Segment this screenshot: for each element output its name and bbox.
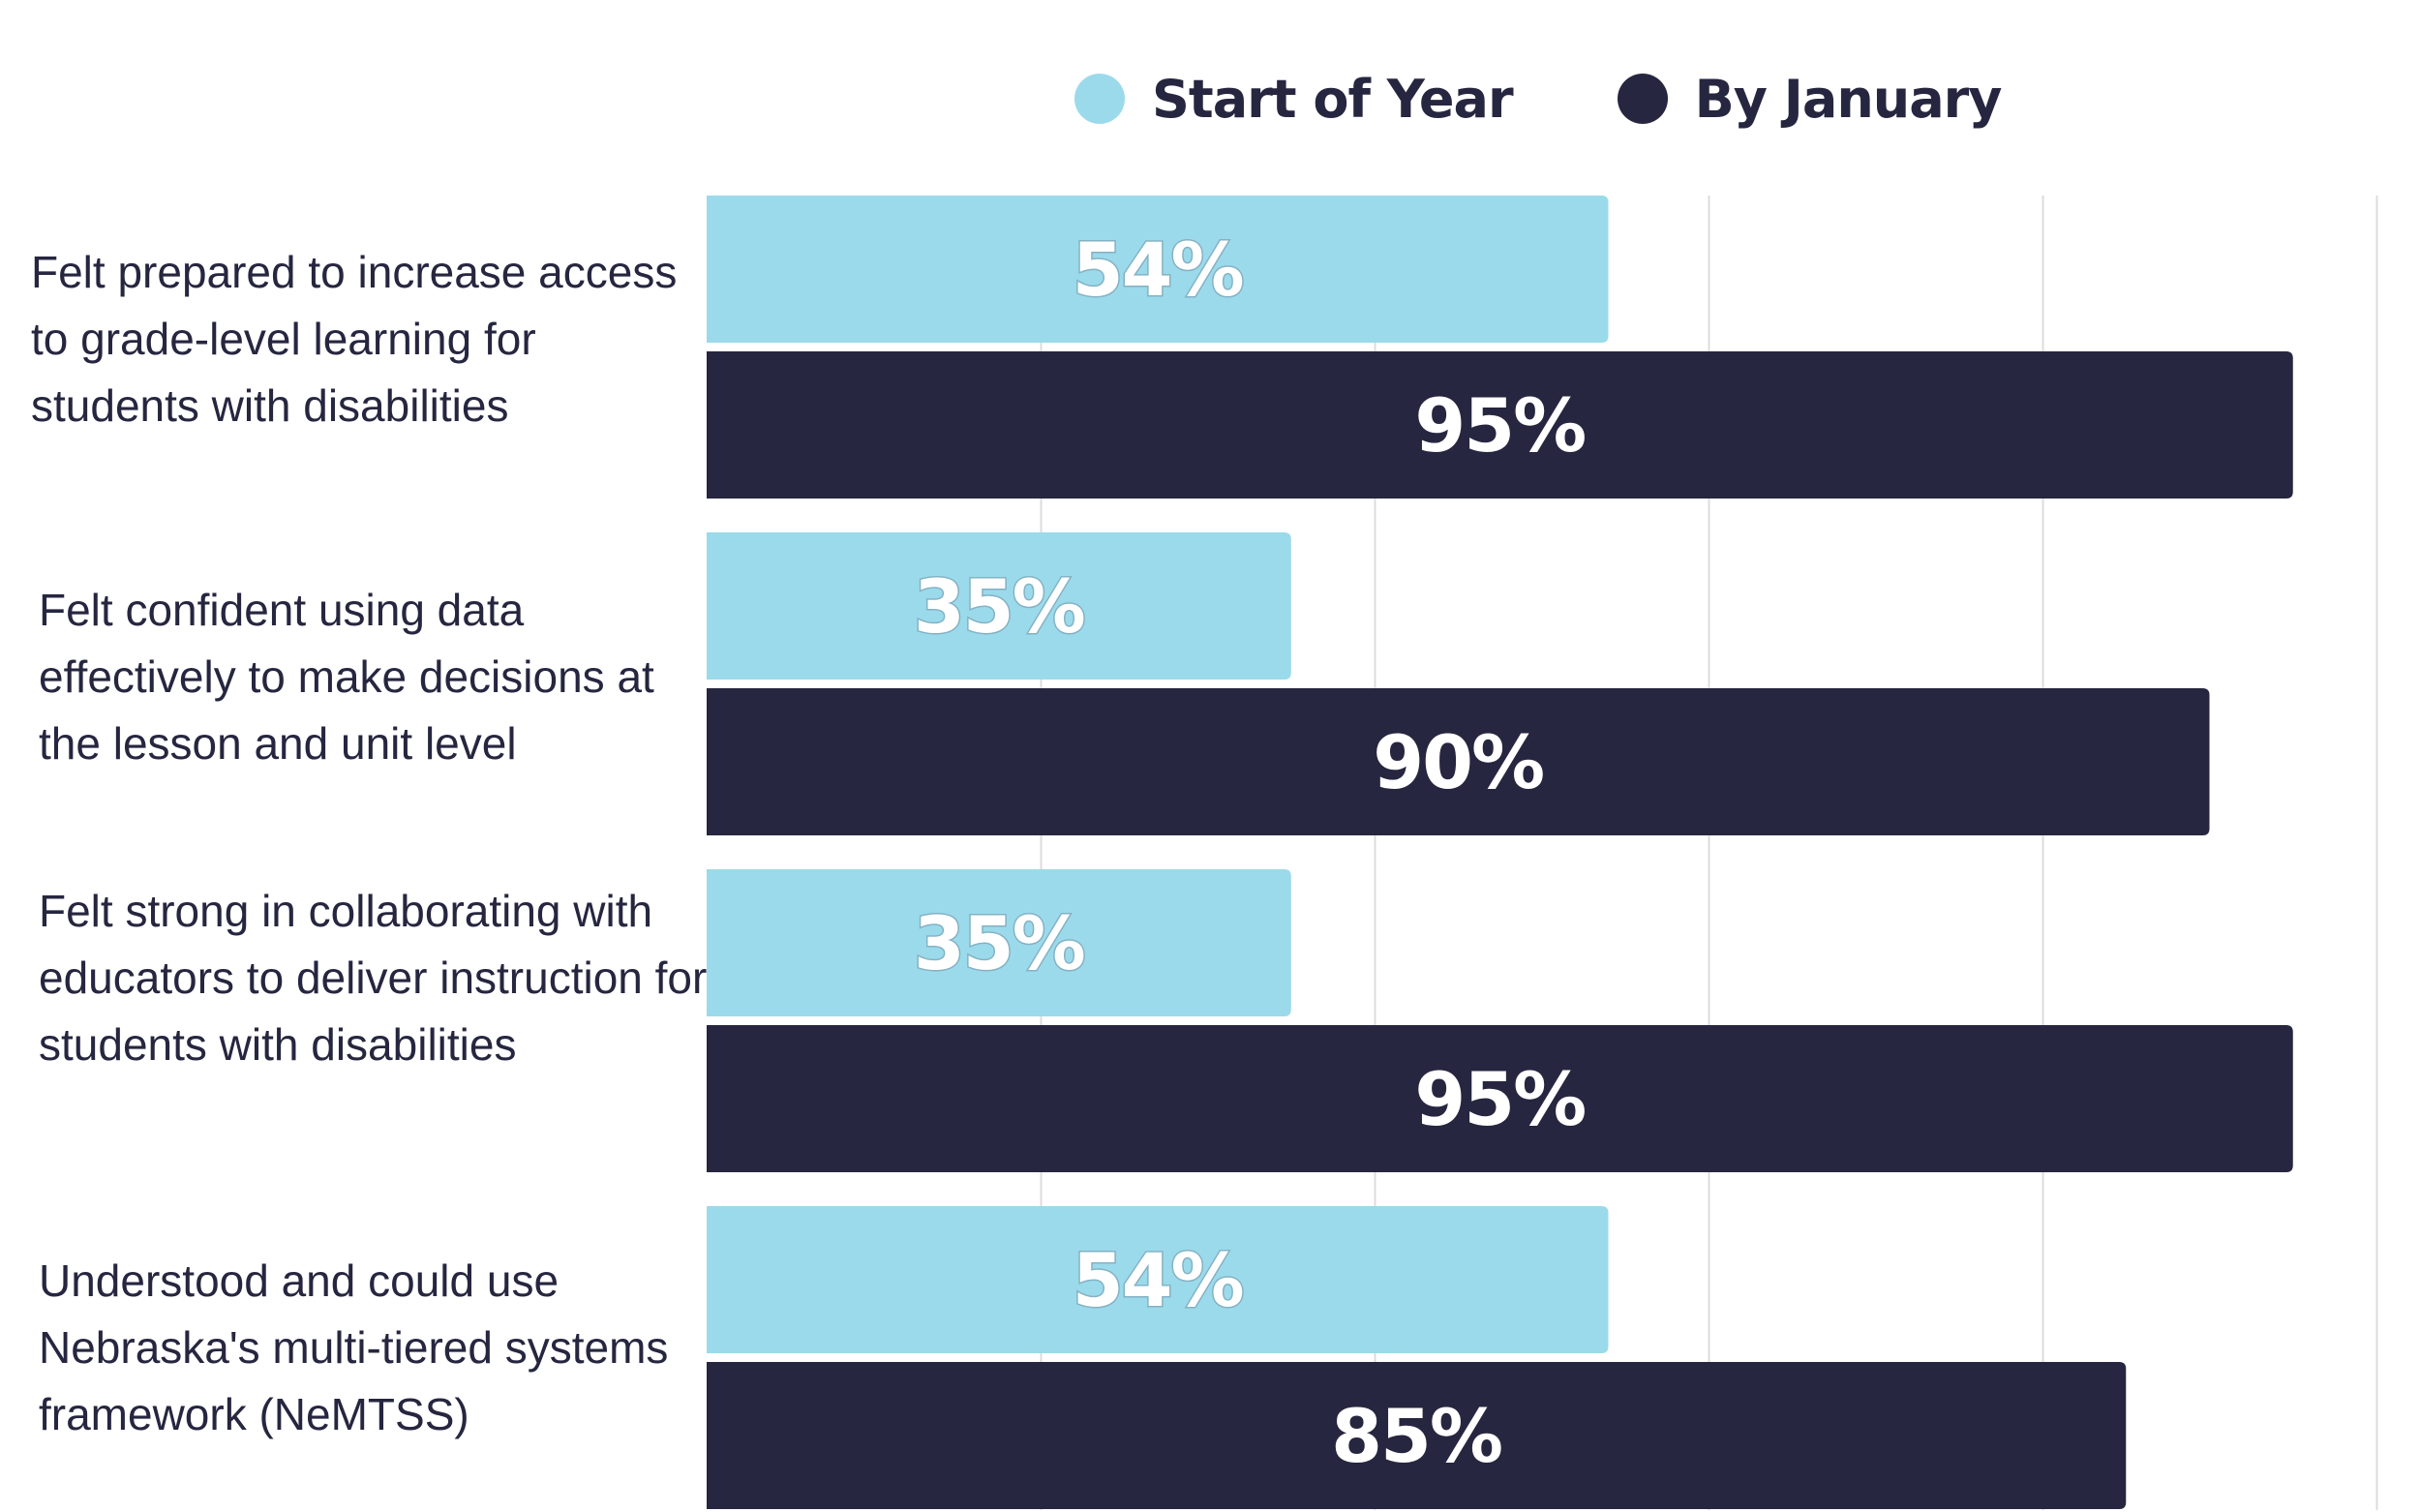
bar-by-january-4 (707, 1362, 2127, 1509)
category-label-1: Felt prepared to increase access to grad… (31, 247, 678, 431)
data-label-start-of-year-1: 54% (1073, 227, 1243, 313)
legend-item-start-of-year: Start of Year (1074, 68, 1514, 130)
category-label-2: Felt confident using data effectively to… (39, 585, 654, 769)
data-label-start-of-year-3: 35% (914, 900, 1084, 986)
bar-by-january-2 (707, 688, 2210, 835)
data-label-start-of-year-2: 35% (914, 563, 1084, 650)
data-label-by-january-4: 85% (1331, 1393, 1501, 1479)
data-label-by-january-3: 95% (1414, 1056, 1585, 1142)
bar-start-of-year-1 (707, 196, 1609, 343)
data-label-start-of-year-4: 54% (1073, 1237, 1243, 1323)
category-label-4: Understood and could use Nebraska's mult… (39, 1255, 669, 1439)
legend-item-by-january: By January (1617, 68, 2003, 130)
legend-swatch-by-january (1617, 74, 1668, 124)
legend-label-start-of-year: Start of Year (1152, 68, 1514, 130)
bar-start-of-year-3 (707, 869, 1291, 1016)
bar-start-of-year-4 (707, 1206, 1609, 1353)
legend: Start of Year By January (1074, 60, 2105, 137)
bar-by-january-3 (707, 1025, 2293, 1172)
data-label-by-january-2: 90% (1373, 719, 1543, 805)
legend-label-by-january: By January (1694, 68, 2003, 130)
data-label-by-january-1: 95% (1414, 382, 1585, 469)
category-label-3: Felt strong in collaborating with educat… (39, 886, 708, 1070)
bar-start-of-year-2 (707, 532, 1291, 680)
legend-swatch-start-of-year (1074, 74, 1125, 124)
bar-by-january-1 (707, 351, 2293, 499)
